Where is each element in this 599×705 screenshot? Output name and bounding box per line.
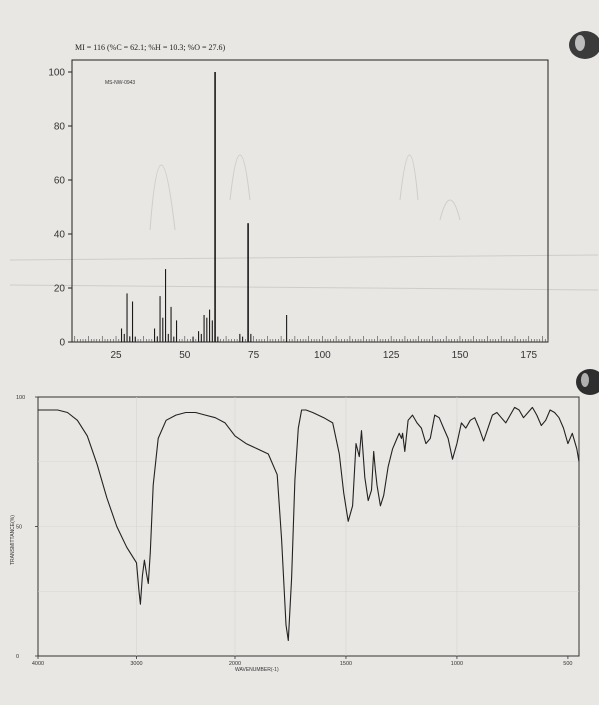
ms-y-tick-label: 20	[54, 284, 66, 295]
ir-y-axis: 0 50 100	[16, 395, 38, 660]
ir-x-axis: 4000 3000 2000 1500 1000 500	[32, 656, 572, 667]
ir-x-tick-label: 3000	[130, 661, 142, 667]
ms-y-tick-label: 100	[48, 68, 65, 79]
ir-y-tick-label: 0	[16, 654, 19, 660]
ms-x-tick-label: 75	[248, 350, 260, 361]
ir-y-axis-label: TRANSMITTANCE(%)	[10, 515, 16, 565]
ir-x-tick-label: 1500	[340, 661, 352, 667]
ms-title: MI = 116 (%C = 62.1; %H = 10.3; %O = 27.…	[75, 43, 226, 52]
ms-y-tick-label: 40	[54, 230, 66, 241]
ir-y-tick-label: 100	[16, 395, 25, 401]
ms-x-tick-label: 100	[314, 350, 331, 361]
ir-x-tick-label: 4000	[32, 661, 44, 667]
ms-y-tick-label: 60	[54, 176, 66, 187]
ir-y-tick-label: 50	[16, 525, 22, 531]
ms-x-tick-label: 125	[383, 350, 400, 361]
ir-grid	[38, 397, 579, 656]
ms-x-axis: 25 50 75 100 125 150 175	[74, 336, 549, 361]
ir-x-tick-label: 2000	[229, 661, 241, 667]
ms-y-axis: 0 20 40 60 80 100	[48, 68, 72, 349]
ir-x-tick-label: 1000	[451, 661, 463, 667]
background-artifacts	[9, 154, 599, 291]
ir-x-axis-label: WAVENUMBER(-1)	[235, 667, 279, 673]
ms-x-tick-label: 25	[110, 350, 122, 361]
ms-x-tick-label: 150	[452, 350, 469, 361]
ms-y-tick-label: 80	[54, 122, 66, 133]
ms-frame	[71, 59, 549, 343]
ms-spectrum-code: MS-NW-0943	[105, 80, 135, 86]
ir-x-tick-label: 500	[563, 661, 572, 667]
binder-ring-icon	[569, 31, 599, 59]
ir-spectrum-chart: 0 50 100 4000 3000 2000 1500 1000 500 WAVENUMBE…	[10, 395, 580, 673]
ir-transmittance-line	[38, 406, 580, 642]
ms-x-tick-label: 175	[520, 350, 537, 361]
ms-peaks	[120, 72, 288, 342]
binder-ring-icon	[576, 369, 599, 395]
ms-x-tick-label: 50	[179, 350, 191, 361]
ms-y-tick-label: 0	[59, 338, 65, 349]
mass-spectrum-chart: MI = 116 (%C = 62.1; %H = 10.3; %O = 27.…	[48, 43, 549, 361]
